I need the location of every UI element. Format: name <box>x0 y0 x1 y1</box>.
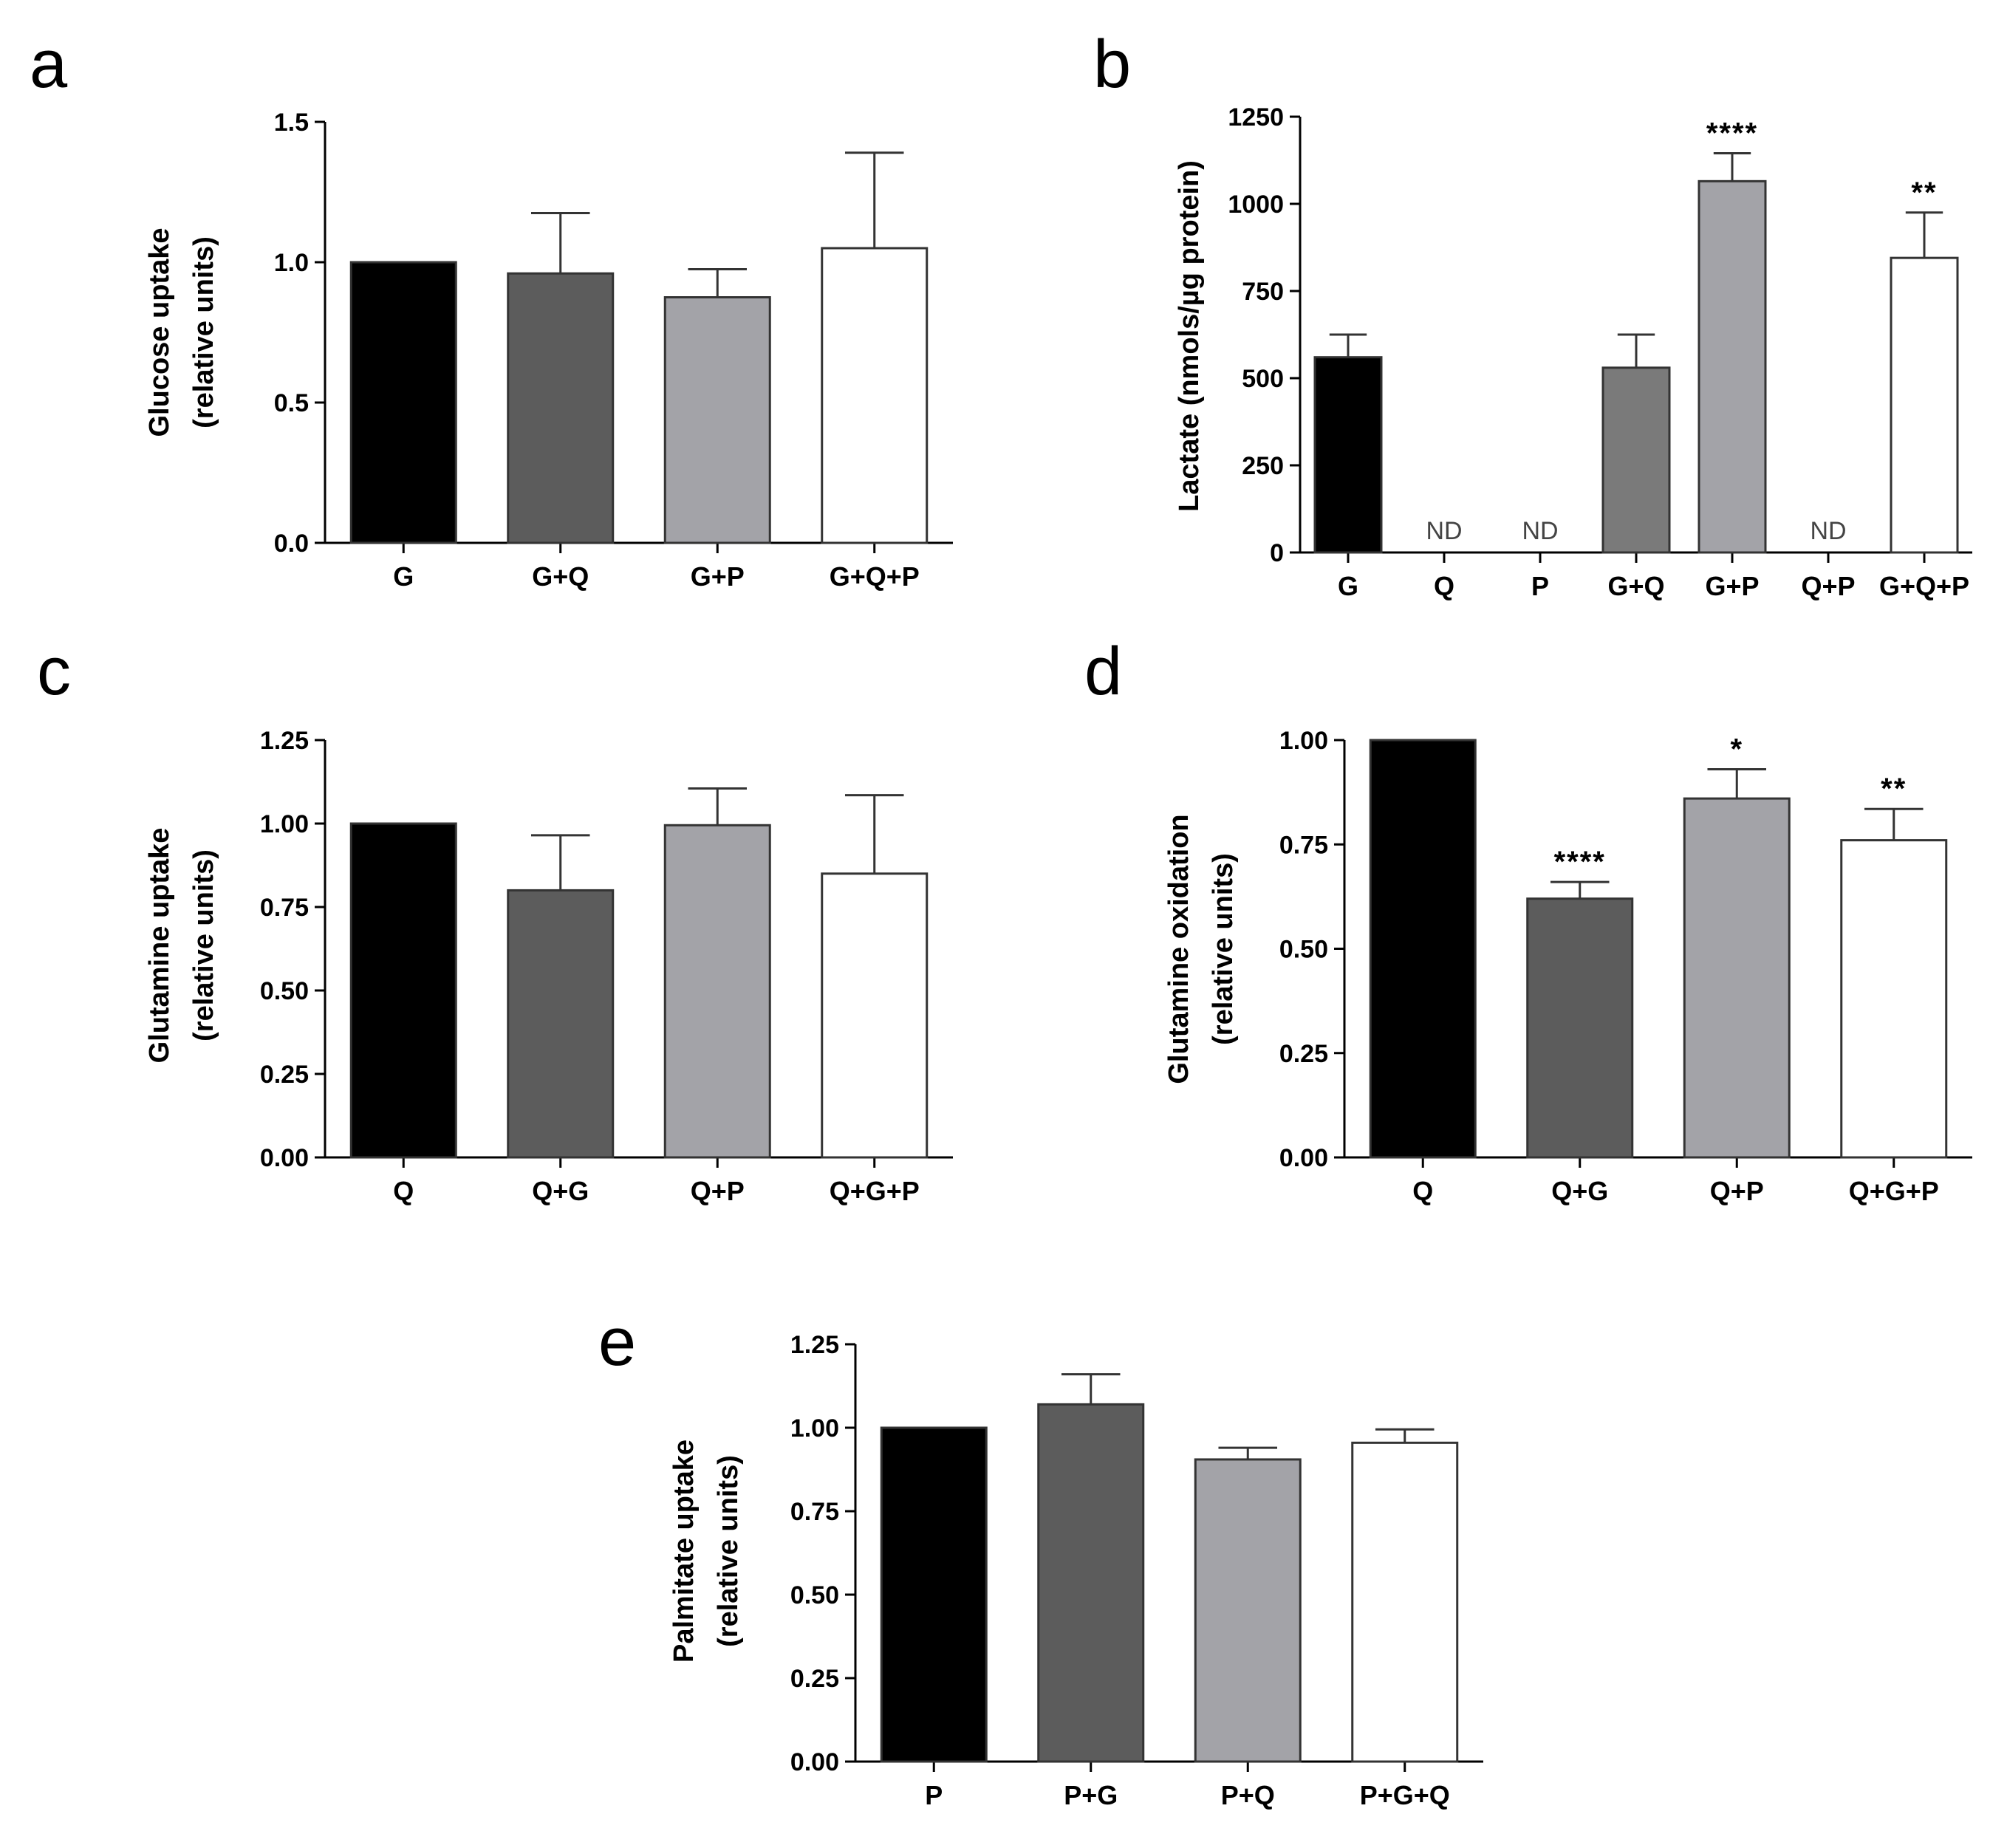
y-axis-title: (relative units) <box>1208 853 1239 1045</box>
y-tick-label: 1000 <box>1228 191 1284 219</box>
x-category-label: G+P <box>1705 571 1759 601</box>
x-category-label: P+G+Q <box>1360 1780 1450 1810</box>
y-tick-label: 0.25 <box>790 1665 839 1693</box>
y-tick-label: 0.50 <box>1279 936 1328 964</box>
x-category-label: P <box>925 1780 943 1810</box>
bar-g <box>1313 356 1383 554</box>
bar-p <box>880 1426 988 1763</box>
y-axis-title: Palmitate uptake <box>669 1440 700 1663</box>
panel-d-glutamine-oxidation-chart: d 0.00 0.25 0.50 0.75 1.00 Glutamine oxidatio… <box>1084 634 1972 1206</box>
x-category-label: G+Q <box>532 561 589 592</box>
panel-b-lactate-chart: b 0 250 500 750 1000 1250 Lactate (nmols/µg pr… <box>1093 27 1972 601</box>
bar-g-plus-q-plus-p <box>821 247 929 544</box>
y-tick-label: 0.00 <box>790 1748 839 1776</box>
bar-q-plus-p <box>663 824 771 1159</box>
x-category-label: Q <box>1434 571 1454 601</box>
x-category-label: G+Q+P <box>830 561 920 592</box>
y-tick-label: 0.50 <box>790 1581 839 1609</box>
y-tick-label: 0 <box>1270 539 1284 567</box>
x-category-label: P+Q <box>1221 1780 1275 1810</box>
x-category-label: Q <box>393 1176 414 1206</box>
x-category-label: Q+P <box>1801 571 1855 601</box>
bar-g-plus-q <box>1601 366 1671 554</box>
x-category-label: Q+G+P <box>1849 1176 1939 1206</box>
y-axis-title: Glutamine uptake <box>144 828 175 1064</box>
bar-p-plus-q <box>1194 1458 1302 1763</box>
x-category-label: G+P <box>691 561 745 592</box>
y-axis-title: (relative units) <box>188 849 219 1041</box>
panel-d-letter: d <box>1084 634 1122 709</box>
panel-c-glutamine-uptake-chart: c 0.00 0.25 0.50 0.75 1.00 1.25 Glutamine upta… <box>37 634 953 1206</box>
y-axis-title: (relative units) <box>713 1455 744 1647</box>
bar-g-plus-p <box>663 296 771 544</box>
bar-q <box>1369 739 1477 1159</box>
x-category-label: Q+G+P <box>830 1176 920 1206</box>
y-tick-label: 500 <box>1242 365 1284 393</box>
y-tick-label: 1.00 <box>260 810 309 838</box>
not-detected-label: ND <box>1426 517 1462 545</box>
x-category-label: P <box>1531 571 1549 601</box>
y-tick-label: 1.5 <box>274 109 309 137</box>
y-tick-label: 0.25 <box>260 1061 309 1089</box>
x-category-label: G+Q+P <box>1879 571 1969 601</box>
not-detected-label: ND <box>1810 517 1846 545</box>
y-tick-label: 0.75 <box>260 894 309 922</box>
significance-label: **** <box>1706 117 1758 150</box>
y-tick-label: 0.75 <box>1279 831 1328 859</box>
y-tick-label: 1.00 <box>1279 727 1328 755</box>
y-tick-label: 1250 <box>1228 103 1284 131</box>
y-tick-label: 750 <box>1242 278 1284 306</box>
bar-q <box>349 822 457 1159</box>
panel-a-letter: a <box>30 27 68 102</box>
bar-q-plus-g <box>1526 897 1634 1159</box>
y-axis-title: Lactate (nmols/µg protein) <box>1174 160 1205 512</box>
significance-label: **** <box>1554 846 1606 878</box>
bar-q-plus-g <box>507 889 615 1159</box>
panel-c-letter: c <box>37 634 71 709</box>
panel-e-letter: e <box>598 1304 636 1380</box>
x-category-label: Q+P <box>691 1176 745 1206</box>
bar-g-plus-p <box>1697 179 1767 554</box>
panel-a-glucose-uptake-chart: a 0.0 0.5 1.0 1.5 Glucose uptake (relative un… <box>30 27 953 592</box>
y-tick-label: 0.5 <box>274 389 309 417</box>
significance-label: * <box>1730 733 1743 766</box>
x-category-label: Q <box>1412 1176 1433 1206</box>
x-category-label: G+Q <box>1607 571 1664 601</box>
y-axis-title: Glutamine oxidation <box>1163 814 1194 1084</box>
bar-g-plus-q-plus-p <box>1890 256 1959 554</box>
y-tick-label: 0.00 <box>260 1144 309 1172</box>
bar-p-plus-g-plus-q <box>1351 1441 1459 1763</box>
bar-q-plus-g-plus-p <box>821 872 929 1159</box>
y-tick-label: 250 <box>1242 452 1284 480</box>
panel-e-palmitate-uptake-chart: e 0.00 0.25 0.50 0.75 1.00 1.25 Palmitate upta… <box>598 1304 1483 1810</box>
y-tick-label: 0.75 <box>790 1498 839 1526</box>
y-tick-label: 1.00 <box>790 1414 839 1443</box>
y-tick-label: 0.25 <box>1279 1040 1328 1068</box>
x-category-label: G <box>1338 571 1358 601</box>
y-tick-label: 1.25 <box>790 1331 839 1359</box>
bar-q-plus-p <box>1683 797 1791 1159</box>
significance-label: ** <box>1911 177 1937 209</box>
y-tick-label: 1.0 <box>274 249 309 277</box>
x-category-label: G <box>393 561 414 592</box>
y-tick-label: 0.50 <box>260 977 309 1005</box>
significance-label: ** <box>1881 773 1907 805</box>
bar-q-plus-g-plus-p <box>1840 839 1948 1159</box>
not-detected-label: ND <box>1522 517 1558 545</box>
x-category-label: Q+G <box>1551 1176 1608 1206</box>
x-category-label: Q+P <box>1710 1176 1764 1206</box>
y-tick-label: 0.0 <box>274 530 309 558</box>
y-axis-title: Glucose uptake <box>144 228 175 437</box>
bar-p-plus-g <box>1037 1403 1145 1763</box>
bar-g <box>349 261 457 544</box>
y-tick-label: 0.00 <box>1279 1144 1328 1172</box>
y-axis-title: (relative units) <box>188 236 219 428</box>
x-category-label: Q+G <box>532 1176 589 1206</box>
x-category-label: P+G <box>1064 1780 1118 1810</box>
panel-b-letter: b <box>1093 27 1131 102</box>
y-tick-label: 1.25 <box>260 727 309 755</box>
bar-g-plus-q <box>507 272 615 544</box>
